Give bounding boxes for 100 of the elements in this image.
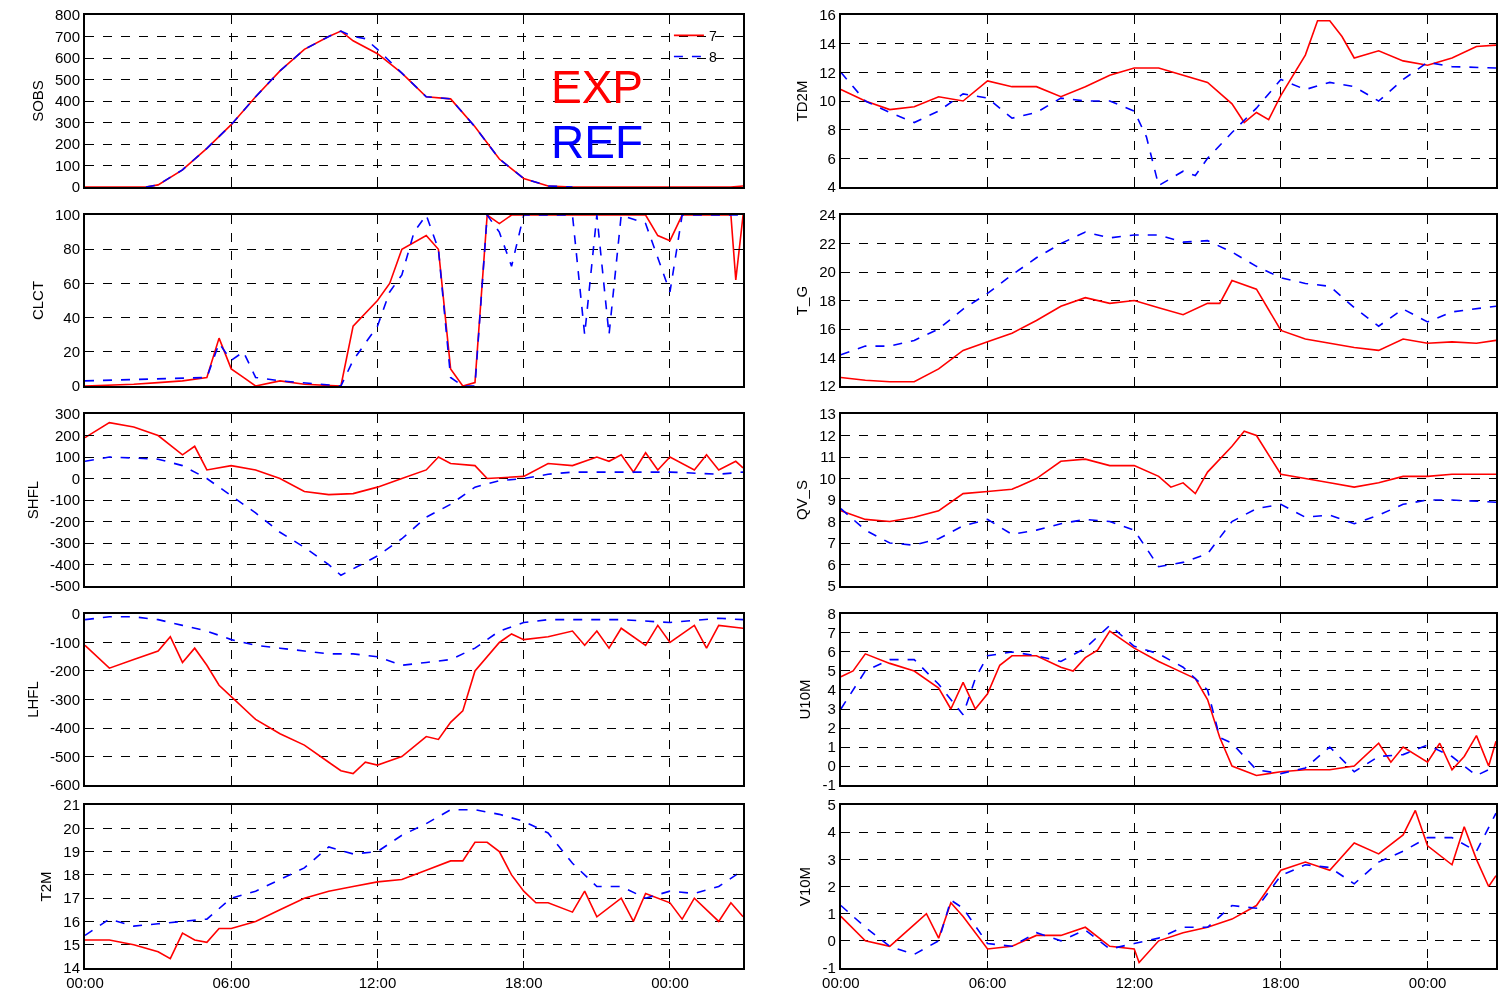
y-tick-label: -300 (49, 534, 80, 552)
y-tick-label: 5 (827, 577, 836, 595)
legend-label: 8 (708, 49, 717, 66)
line-series (840, 279, 1496, 383)
y-tick-label: 18 (63, 866, 80, 884)
y-tick-label: -200 (49, 662, 80, 680)
line-series (85, 215, 744, 386)
y-axis-title: QV_S (792, 480, 810, 521)
y-tick-label: -500 (49, 577, 80, 595)
y-axis-title: T2M (37, 871, 55, 902)
y-axis-title: U10M (796, 679, 814, 720)
y-tick-label: -400 (49, 555, 80, 573)
y-tick-label: 100 (54, 448, 80, 466)
y-tick-label: 200 (54, 426, 80, 444)
y-tick-label: 16 (63, 912, 80, 930)
y-tick-label: 15 (63, 935, 80, 953)
x-tick-label: 06:00 (212, 974, 251, 991)
y-tick-label: 20 (63, 819, 80, 837)
y-tick-label: -400 (49, 719, 80, 737)
y-tick-label: 5 (827, 662, 836, 680)
line-series (840, 430, 1496, 523)
y-tick-label: 8 (827, 605, 836, 623)
y-tick-label: 10 (819, 469, 836, 487)
y-tick-label: -100 (49, 491, 80, 509)
y-tick-label: 0 (71, 178, 80, 196)
y-tick-label: 18 (819, 291, 836, 309)
y-tick-label: 200 (54, 135, 80, 153)
y-tick-label: 600 (54, 49, 80, 67)
y-tick-label: 17 (63, 889, 80, 907)
y-axis-title: SHFL (23, 480, 41, 520)
y-axis-title: SOBS (28, 80, 46, 122)
y-tick-label: 8 (827, 512, 836, 530)
y-tick-label: 6 (827, 643, 836, 661)
x-tick-label: 00:00 (651, 974, 689, 991)
x-tick-label: 06:00 (968, 974, 1007, 991)
y-tick-label: 300 (54, 405, 80, 423)
y-tick-label: 4 (827, 823, 836, 841)
y-tick-label: 12 (819, 377, 836, 395)
y-tick-label: -100 (49, 633, 80, 651)
y-axis-title: T_G (792, 285, 810, 316)
y-tick-label: 13 (819, 405, 836, 423)
y-tick-label: 9 (827, 491, 836, 509)
y-tick-label: 3 (827, 700, 836, 718)
y-tick-label: 12 (819, 63, 836, 81)
x-tick-label: 00:00 (66, 974, 104, 991)
y-tick-label: 60 (63, 274, 80, 292)
y-tick-label: -500 (49, 747, 80, 765)
y-axis-title: V10M (796, 866, 814, 907)
y-axis-title: LHFL (23, 681, 41, 718)
y-axis-title: TD2M (792, 80, 810, 122)
y-tick-label: 7 (827, 624, 836, 642)
x-tick-label: 00:00 (1408, 974, 1447, 991)
x-tick-label: 12:00 (358, 974, 397, 991)
x-tick-label: 18:00 (504, 974, 543, 991)
line-series (85, 616, 744, 667)
y-tick-label: 10 (819, 92, 836, 110)
y-tick-label: 100 (54, 206, 80, 224)
y-tick-label: 40 (63, 308, 80, 326)
y-tick-label: 7 (827, 534, 836, 552)
y-tick-label: 300 (54, 113, 80, 131)
line-series (840, 19, 1496, 124)
y-tick-label: 11 (820, 448, 836, 466)
line-series (85, 456, 744, 577)
y-tick-label: 8 (827, 120, 836, 138)
y-tick-label: 6 (827, 555, 836, 573)
y-tick-label: 19 (63, 842, 80, 860)
y-tick-label: 12 (819, 426, 836, 444)
y-tick-label: 20 (63, 343, 80, 361)
y-tick-label: 2 (827, 877, 836, 895)
y-tick-label: 16 (819, 6, 836, 24)
y-tick-label: -300 (49, 690, 80, 708)
y-axis-title: CLCT (28, 280, 46, 321)
y-tick-label: 3 (827, 850, 836, 868)
x-tick-label: 18:00 (1262, 974, 1300, 991)
y-tick-label: 0 (71, 605, 80, 623)
y-tick-label: 20 (819, 263, 836, 281)
line-series (840, 499, 1496, 568)
line-series (840, 61, 1496, 187)
legend-label: 7 (708, 27, 717, 44)
y-tick-label: 80 (63, 240, 80, 258)
y-tick-label: 1 (827, 904, 836, 922)
line-series (85, 421, 744, 496)
y-tick-label: 0 (827, 932, 836, 950)
y-tick-label: 4 (827, 178, 836, 196)
y-tick-label: 14 (63, 959, 80, 977)
y-tick-label: 5 (827, 796, 836, 814)
x-tick-label: 12:00 (1115, 974, 1153, 991)
x-tick-label: 00:00 (822, 974, 860, 991)
y-tick-label: -600 (49, 776, 80, 794)
line-series (85, 624, 744, 775)
y-tick-label: 500 (54, 70, 80, 88)
y-tick-label: -1 (822, 776, 836, 794)
line-series (840, 231, 1496, 356)
y-tick-label: 800 (54, 6, 80, 24)
y-tick-label: 6 (827, 149, 836, 167)
y-tick-label: -1 (822, 959, 836, 977)
y-tick-label: 22 (819, 234, 836, 252)
y-tick-label: -200 (49, 512, 80, 530)
y-tick-label: 2 (827, 719, 836, 737)
y-tick-label: 21 (63, 796, 80, 814)
